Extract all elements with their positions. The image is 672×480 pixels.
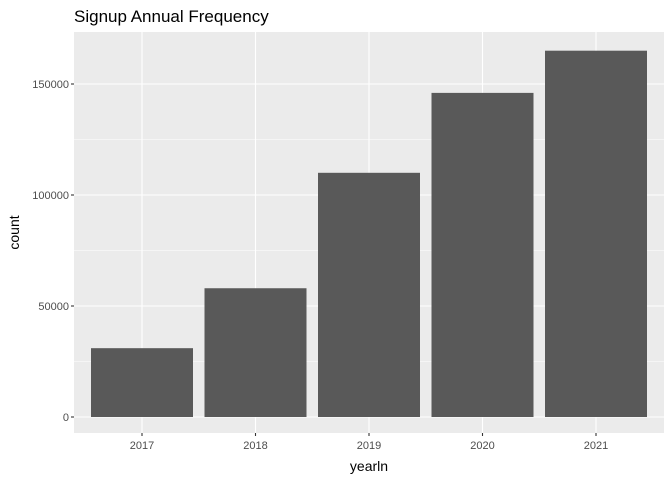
x-tick-label: 2018 [243, 440, 267, 452]
y-tick-label: 50000 [38, 301, 69, 313]
x-tick-label: 2019 [357, 440, 381, 452]
chart-title: Signup Annual Frequency [74, 7, 269, 26]
y-tick-label: 0 [63, 412, 69, 424]
x-axis-title: yearln [350, 458, 388, 474]
bar-2020 [431, 92, 534, 417]
y-tick-label: 150000 [32, 79, 69, 91]
bar-2021 [545, 50, 647, 417]
x-tick-label: 2020 [470, 440, 494, 452]
x-tick-label: 2017 [130, 440, 154, 452]
x-tick-label: 2021 [584, 440, 608, 452]
bar-2017 [91, 348, 193, 417]
y-tick-label: 100000 [32, 190, 69, 202]
bar-2018 [204, 288, 307, 417]
y-axis-title: count [6, 215, 22, 249]
bars [91, 50, 647, 417]
y-axis: 0 50000 100000 150000 [32, 79, 74, 424]
x-axis: 2017 2018 2019 2020 2021 [130, 433, 608, 452]
bar-2019 [318, 172, 420, 417]
